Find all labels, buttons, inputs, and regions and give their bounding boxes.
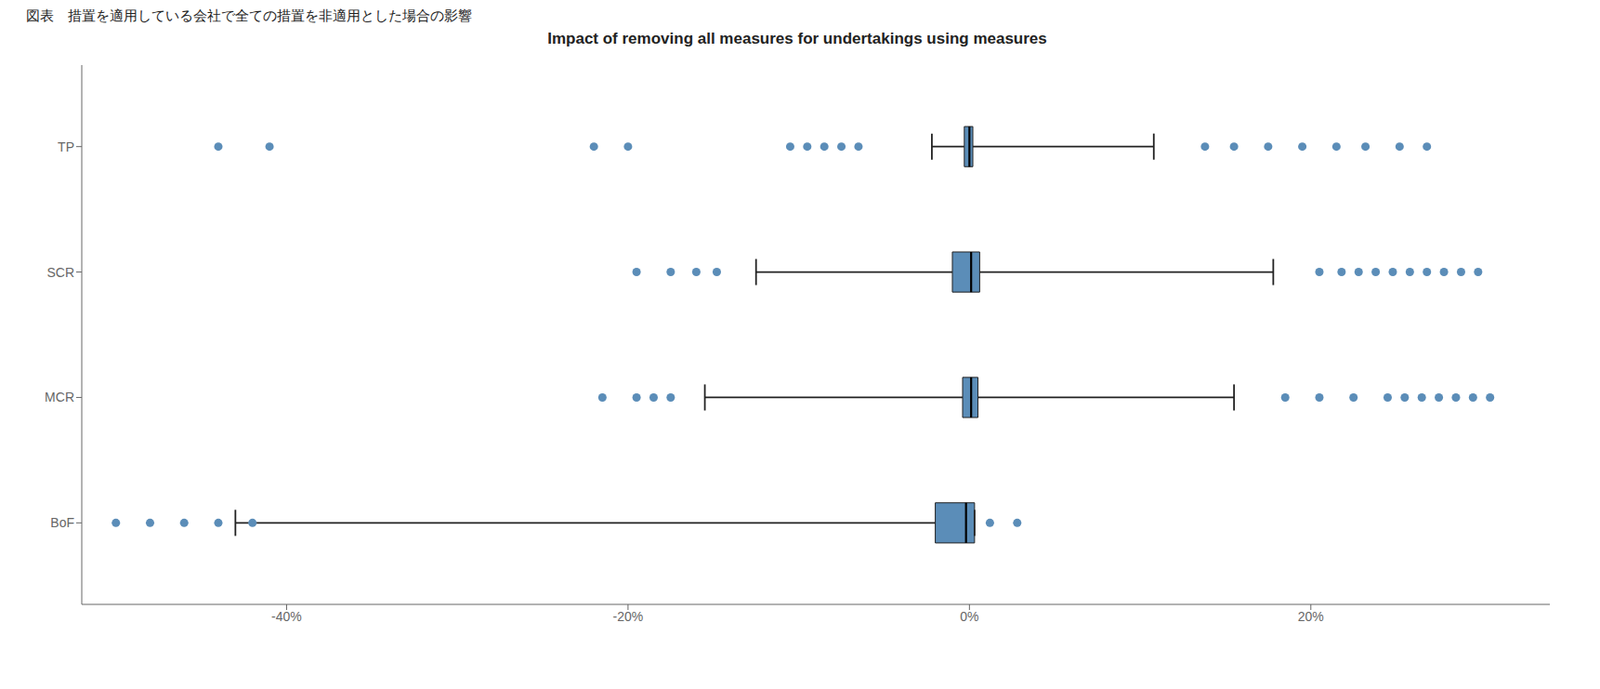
html-text:Impact of removing all measure: Impact of removing all measures for unde… bbox=[547, 29, 1047, 48]
svg-text:20%: 20% bbox=[1298, 608, 1325, 624]
svg-text:TP: TP bbox=[57, 139, 75, 155]
svg-text:SCR: SCR bbox=[46, 264, 75, 280]
svg-text:-40%: -40% bbox=[271, 608, 302, 624]
svg-text:BoF: BoF bbox=[50, 514, 75, 530]
svg-text:-20%: -20% bbox=[613, 608, 644, 624]
svg-text:MCR: MCR bbox=[44, 389, 75, 405]
html-text:図表 措置を適用している会社で全ての措置を非適用とした場合の: 図表 措置を適用している会社で全ての措置を非適用とした場合の影響 bbox=[26, 7, 473, 24]
svg-text:0%: 0% bbox=[959, 608, 979, 624]
